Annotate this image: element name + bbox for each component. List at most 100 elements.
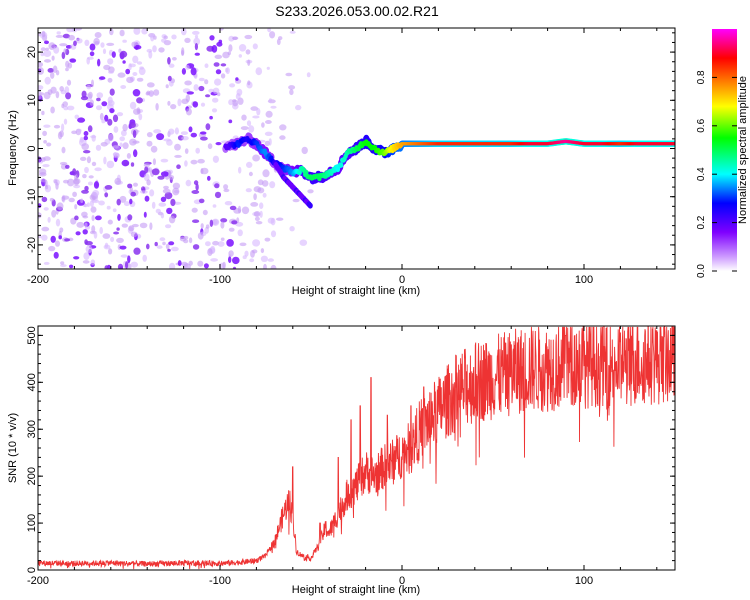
noise-speckle	[248, 171, 253, 177]
noise-speckle	[174, 143, 181, 151]
noise-speckle	[87, 125, 93, 133]
noise-speckle	[166, 207, 173, 215]
y-tick-label: 400	[26, 373, 38, 391]
noise-speckle	[59, 227, 64, 233]
noise-speckle	[38, 156, 42, 163]
noise-speckle	[212, 155, 219, 163]
noise-speckle	[214, 183, 220, 189]
colorbar-tick-label: 0.2	[696, 215, 707, 229]
noise-speckle	[163, 35, 168, 40]
noise-speckle	[307, 189, 314, 194]
noise-speckle	[289, 30, 296, 34]
noise-speckle	[42, 130, 47, 137]
noise-speckle	[232, 99, 238, 107]
noise-speckle	[61, 146, 66, 154]
y-tick-label: -20	[26, 237, 38, 253]
noise-speckle	[200, 102, 206, 107]
noise-speckle	[161, 38, 167, 43]
snr-panel: -200 -100 0 100 0 100 200 300 400 500 Height of s…	[7, 325, 676, 596]
noise-speckle	[43, 91, 51, 100]
noise-speckle	[107, 219, 113, 225]
noise-speckle	[264, 131, 273, 136]
y-tick-label: 100	[26, 514, 38, 532]
noise-speckle	[84, 241, 93, 246]
x-tick-label: 0	[399, 274, 405, 286]
noise-speckle	[38, 61, 44, 68]
noise-speckle	[91, 225, 96, 234]
noise-speckle	[107, 100, 115, 107]
noise-speckle	[133, 182, 138, 187]
noise-speckle	[40, 52, 45, 57]
noise-speckle	[64, 238, 71, 242]
noise-speckle	[215, 142, 222, 146]
noise-speckle	[285, 72, 293, 77]
noise-speckle	[99, 76, 106, 80]
noise-speckle	[79, 136, 85, 143]
noise-speckle	[65, 45, 72, 49]
noise-speckle	[231, 220, 238, 225]
noise-speckle	[176, 164, 181, 169]
noise-speckle	[53, 124, 61, 129]
noise-speckle	[174, 154, 182, 158]
noise-speckle	[241, 206, 250, 215]
noise-speckle	[61, 196, 65, 202]
figure-title: S233.2026.053.00.02.R21	[275, 3, 439, 19]
noise-speckle	[43, 207, 49, 211]
noise-speckle	[138, 113, 143, 121]
branch-blob	[307, 202, 313, 209]
noise-speckle	[45, 47, 49, 51]
noise-speckle	[177, 260, 182, 267]
noise-speckle	[112, 152, 119, 157]
noise-speckle	[238, 44, 247, 52]
noise-speckle	[194, 52, 200, 56]
noise-speckle	[232, 36, 238, 41]
noise-speckle	[110, 236, 115, 243]
noise-speckle	[260, 248, 265, 254]
noise-speckle	[125, 68, 131, 75]
noise-speckle	[249, 258, 255, 263]
noise-speckle	[167, 57, 171, 65]
noise-speckle	[71, 130, 77, 135]
noise-speckle	[217, 241, 225, 247]
noise-speckle	[66, 79, 72, 86]
noise-speckle	[228, 256, 232, 264]
noise-speckle	[111, 51, 116, 58]
noise-speckle	[48, 245, 56, 252]
noise-speckle	[133, 108, 141, 115]
noise-speckle	[232, 256, 240, 265]
noise-speckle	[50, 86, 57, 94]
noise-speckle	[116, 112, 124, 117]
noise-speckle	[227, 51, 231, 55]
noise-speckle	[114, 177, 122, 185]
noise-speckle	[162, 188, 171, 194]
noise-speckle	[235, 77, 239, 81]
noise-speckle	[72, 168, 77, 176]
noise-speckle	[112, 208, 117, 213]
noise-speckle	[279, 124, 287, 131]
noise-speckle	[102, 48, 107, 55]
noise-speckle	[220, 218, 228, 223]
noise-speckle	[43, 261, 50, 265]
noise-speckle	[83, 252, 90, 260]
noise-speckle	[220, 221, 225, 229]
noise-speckle	[119, 142, 123, 148]
noise-speckle	[229, 205, 237, 211]
noise-speckle	[156, 245, 163, 249]
noise-speckle	[112, 114, 119, 123]
noise-speckle	[262, 192, 267, 198]
noise-speckle	[80, 96, 89, 101]
noise-speckle	[94, 41, 100, 45]
noise-speckle	[197, 260, 204, 267]
noise-speckle	[132, 223, 139, 228]
noise-speckle	[228, 119, 233, 124]
noise-speckle	[270, 230, 277, 238]
noise-speckle	[69, 58, 77, 63]
noise-speckle	[83, 131, 89, 136]
noise-speckle	[51, 55, 55, 61]
noise-speckle	[119, 245, 127, 250]
noise-speckle	[103, 244, 111, 250]
noise-speckle	[289, 226, 295, 232]
noise-speckle	[254, 216, 260, 221]
noise-speckle	[222, 261, 226, 269]
noise-speckle	[80, 156, 87, 161]
